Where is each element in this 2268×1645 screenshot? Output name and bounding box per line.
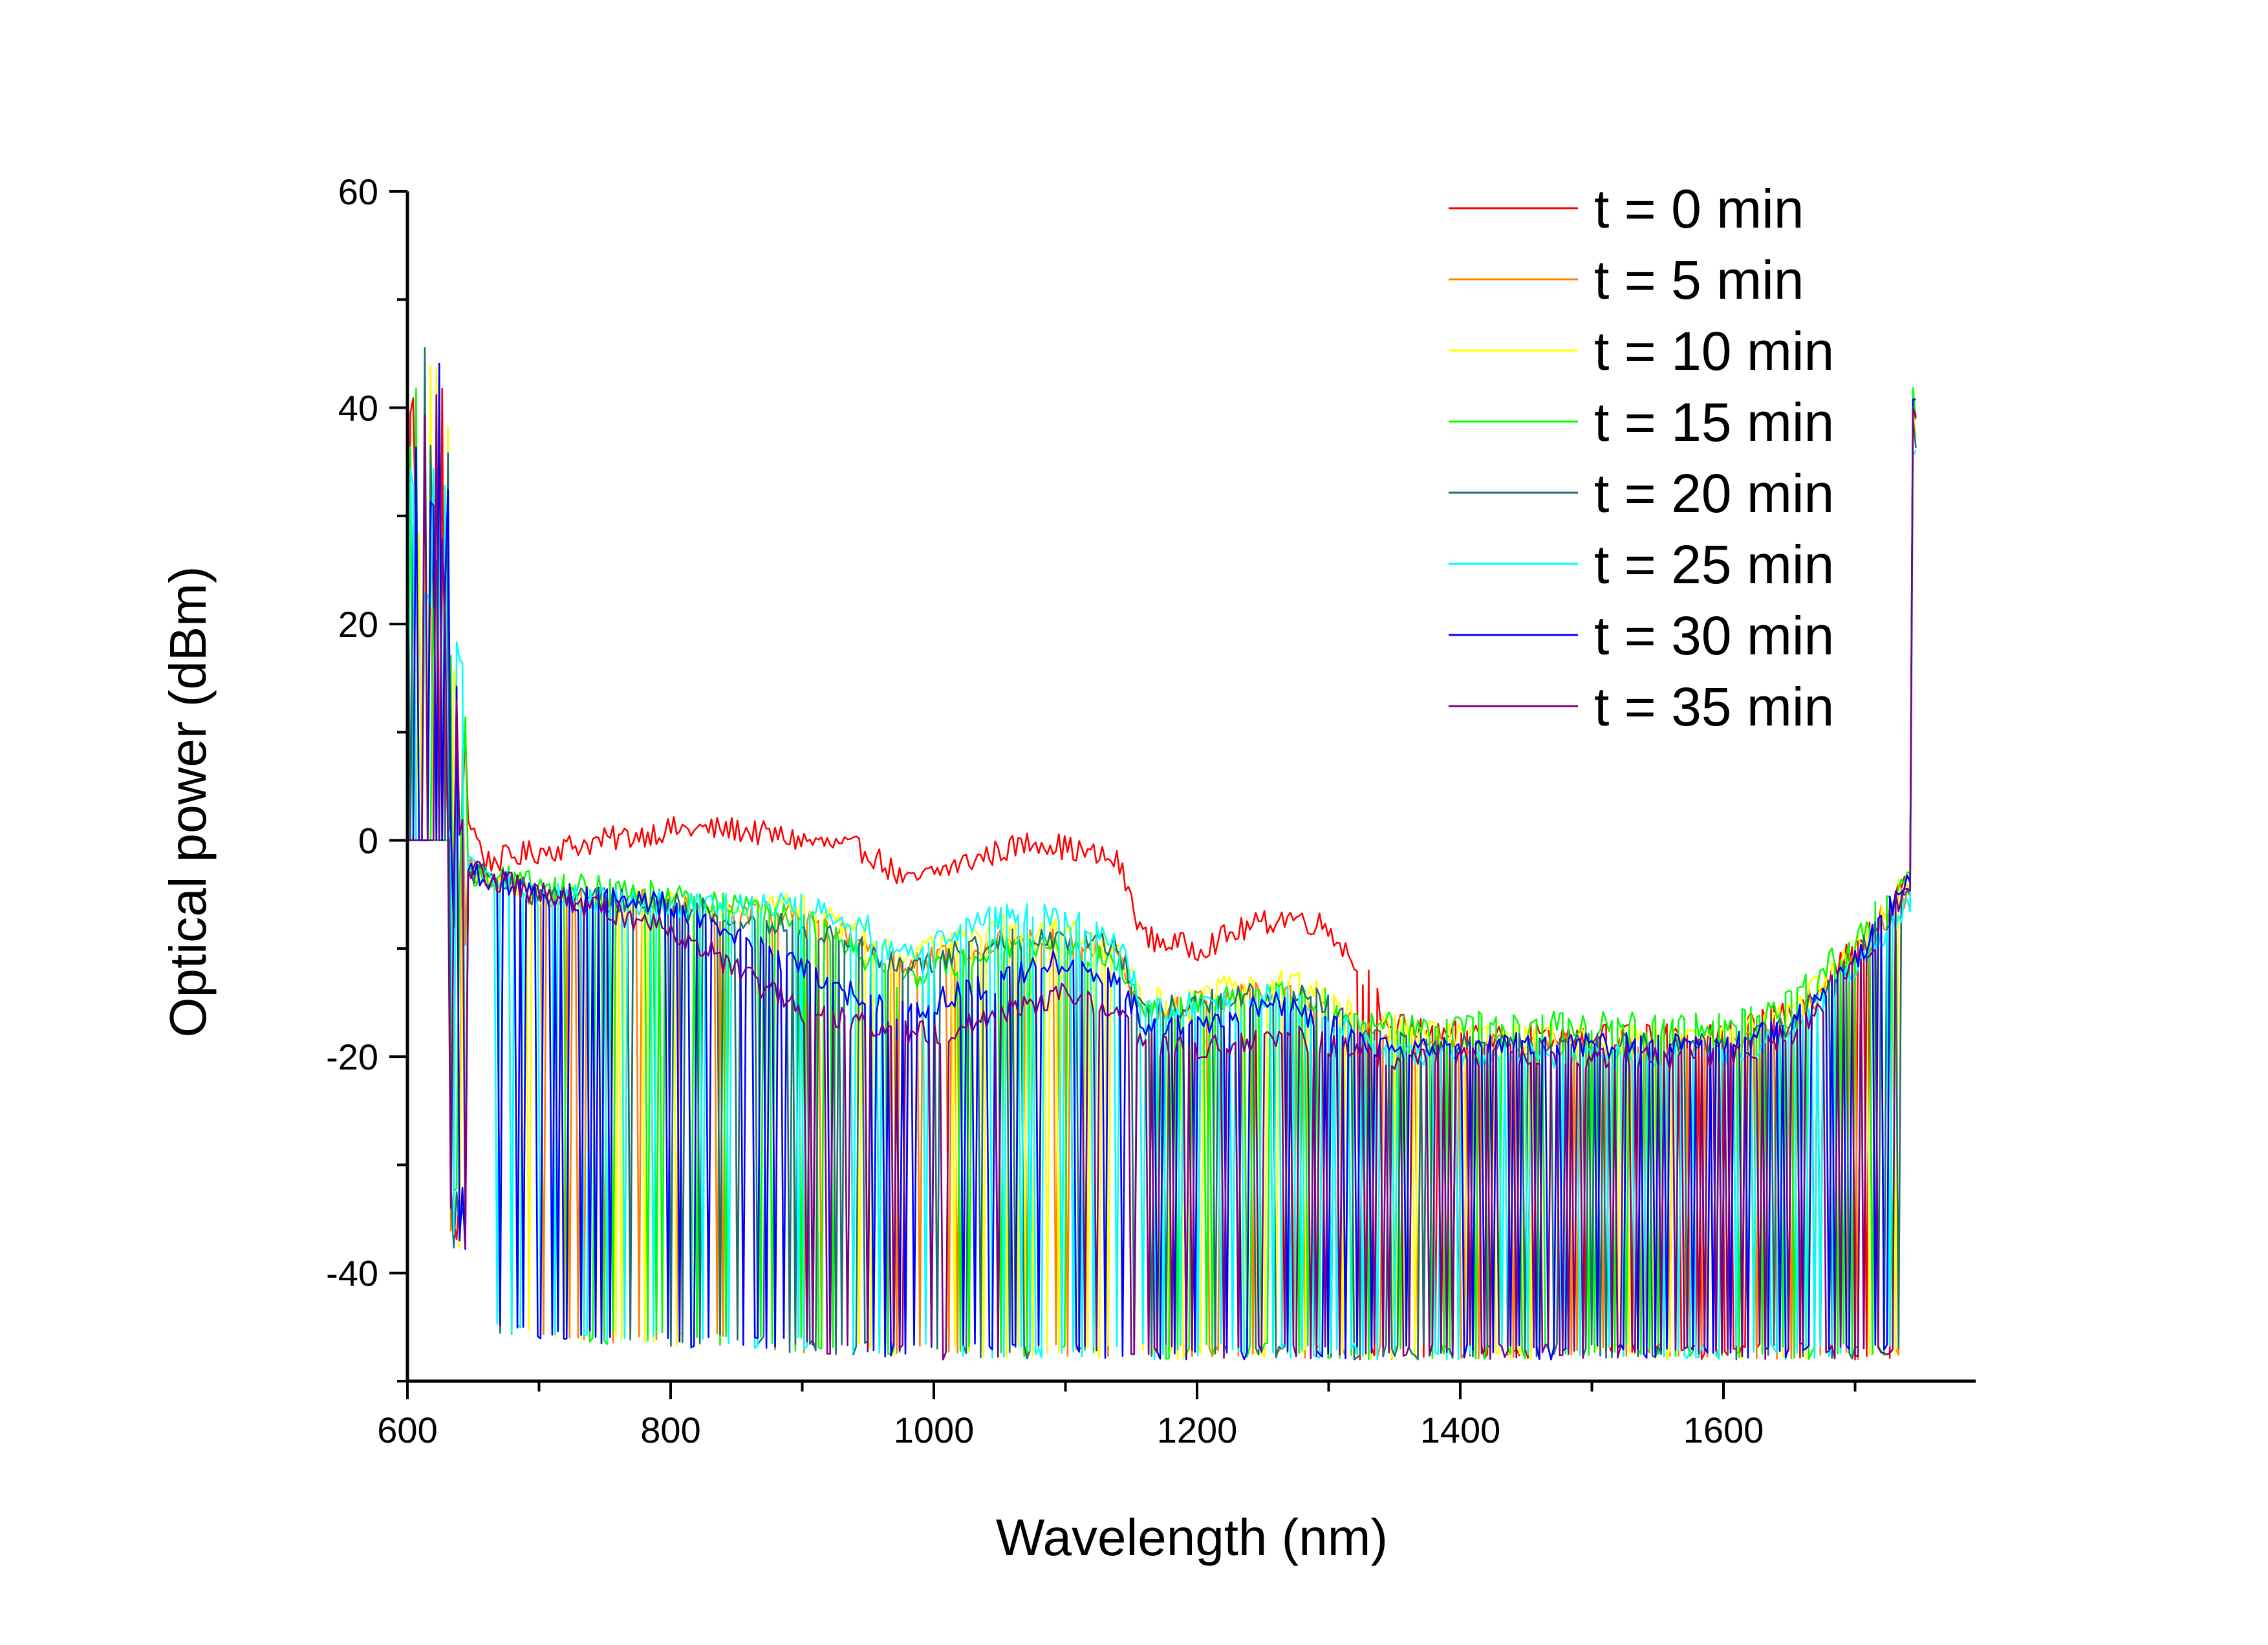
axis-ticks: 600 800 1000 1200 1400 1600 60 40 20 0 -20 -40 [326,171,1857,1450]
axes [405,191,1976,1383]
x-tick-label: 1000 [894,1410,975,1450]
legend-label: t = 0 min [1594,178,1804,239]
legend-label: t = 25 min [1594,534,1834,595]
y-axis-label: Optical power (dBm) [159,566,217,1037]
y-tick-label: 20 [338,604,378,645]
y-tick-label: 40 [338,388,378,429]
x-tick-label: 1400 [1420,1410,1501,1450]
y-tick-label: -40 [326,1253,378,1294]
legend-label: t = 15 min [1594,392,1834,453]
x-tick-label: 600 [377,1410,437,1450]
plot-series [406,347,1917,1360]
y-tick-label: 0 [358,821,378,861]
series-line [407,362,1916,1360]
x-tick-label: 1200 [1157,1410,1238,1450]
y-tick-label: -20 [326,1037,378,1077]
legend-label: t = 20 min [1594,463,1834,524]
x-axis-label: Wavelength (nm) [996,1509,1388,1566]
y-tick-label: 60 [338,171,378,212]
legend-label: t = 35 min [1594,676,1834,737]
legend-label: t = 10 min [1594,321,1834,382]
x-tick-label: 800 [640,1410,700,1450]
x-tick-label: 1600 [1683,1410,1764,1450]
legend-label: t = 30 min [1594,605,1834,666]
series-line [407,394,1917,1360]
legend-label: t = 5 min [1594,250,1804,310]
legend: t = 0 min t = 5 min t = 10 min t = 15 min t … [1449,178,1834,737]
